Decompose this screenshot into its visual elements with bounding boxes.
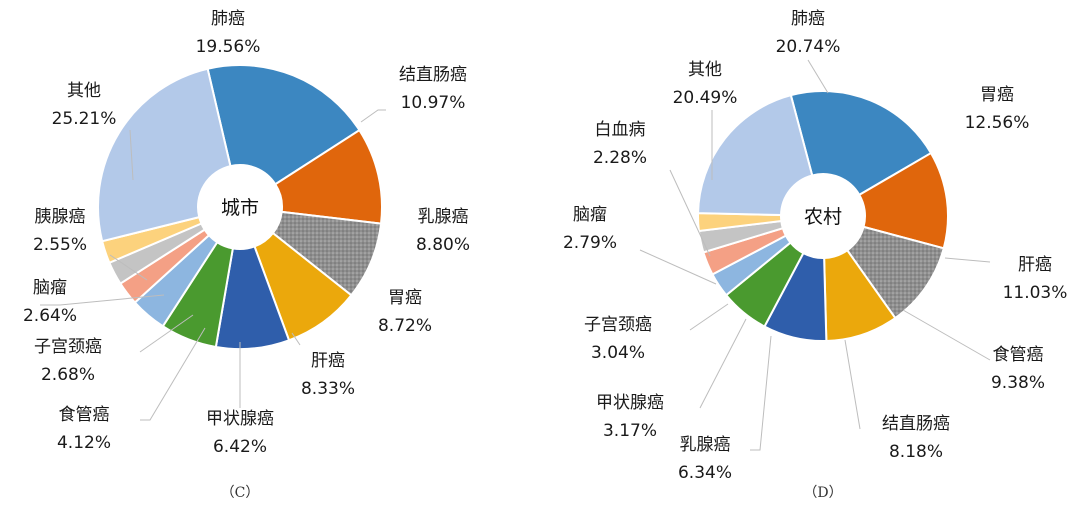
donut-chart-urban: 肺癌 19.56% 结直肠癌 10.97% 乳腺癌 8.80% 胃癌 8.72% 肝癌 8.33%… [23,9,470,501]
slice-name-label: 肺癌 [211,9,245,29]
slice-value-label: 2.68% [41,365,95,385]
leader-line [639,249,717,285]
slice-value-label: 9.38% [991,373,1045,393]
chart-caption: （C） [221,485,260,501]
slice-rural-10 [697,93,814,217]
donut-hole [199,166,281,248]
slice-value-label: 4.12% [57,433,111,453]
slice-value-label: 8.33% [301,379,355,399]
leader-line [689,303,729,331]
slice-rural-0 [789,90,933,197]
slice-name-label: 脑瘤 [33,278,67,298]
center-label: 城市 [221,197,259,219]
slice-name-label: 其他 [67,81,101,101]
slice-value-label: 2.79% [563,233,617,253]
slice-name-label: 肝癌 [1018,255,1052,275]
slice-name-label: 子宫颈癌 [584,315,652,335]
slice-name-label: 食管癌 [59,405,110,425]
leader-line [844,339,861,430]
leader-line [669,169,711,257]
slice-value-label: 20.49% [673,88,738,108]
leader-line [902,309,991,361]
leader-line [699,318,747,409]
slice-name-label: 乳腺癌 [418,207,469,227]
slice-value-label: 8.72% [378,316,432,336]
slice-name-label: 乳腺癌 [680,435,731,455]
leader-line [129,129,134,181]
slice-name-label: 胃癌 [388,288,422,308]
slice-value-label: 11.03% [1003,283,1068,303]
slice-value-label: 2.55% [33,235,87,255]
slice-name-label: 其他 [688,60,722,80]
slice-urban-10 [97,67,232,243]
slice-name-label: 结直肠癌 [882,414,950,434]
slice-value-label: 10.97% [401,93,466,113]
leader-line [291,332,301,346]
leader-line [750,335,772,451]
slice-name-label: 白血病 [595,120,646,140]
slice-value-label: 8.18% [889,442,943,462]
slice-value-label: 12.56% [965,113,1030,133]
slice-value-label: 25.21% [52,109,117,129]
slice-value-label: 3.04% [591,343,645,363]
slice-name-label: 子宫颈癌 [34,337,102,357]
leader-line [807,59,829,94]
leader-line [40,294,165,306]
slice-name-label: 食管癌 [993,345,1044,365]
slice-value-label: 2.28% [593,148,647,168]
slice-name-label: 甲状腺癌 [206,409,274,429]
chart-caption: （D） [803,485,842,501]
slice-name-label: 肺癌 [791,9,825,29]
center-label: 农村 [804,206,842,228]
slice-name-label: 甲状腺癌 [596,393,664,413]
slice-value-label: 8.80% [416,235,470,255]
slice-name-label: 胰腺癌 [35,207,86,227]
leader-line [140,327,206,421]
leader-line [109,254,148,281]
slice-value-label: 2.64% [23,306,77,326]
leader-line [139,314,194,353]
donut-hole [782,175,864,257]
donut-chart-rural: 肺癌 20.74% 胃癌 12.56% 肝癌 11.03% 食管癌 9.38% 结直肠癌 8.18… [563,9,1067,501]
leader-line [360,109,386,123]
slice-name-label: 脑瘤 [573,205,607,225]
slice-value-label: 19.56% [196,37,261,57]
slice-value-label: 20.74% [776,37,841,57]
slice-name-label: 结直肠癌 [399,65,467,85]
slice-name-label: 胃癌 [980,85,1014,105]
slice-value-label: 6.34% [678,463,732,483]
slice-value-label: 6.42% [213,437,267,457]
slice-name-label: 肝癌 [311,351,345,371]
slice-value-label: 3.17% [603,421,657,441]
leader-line [944,257,991,263]
